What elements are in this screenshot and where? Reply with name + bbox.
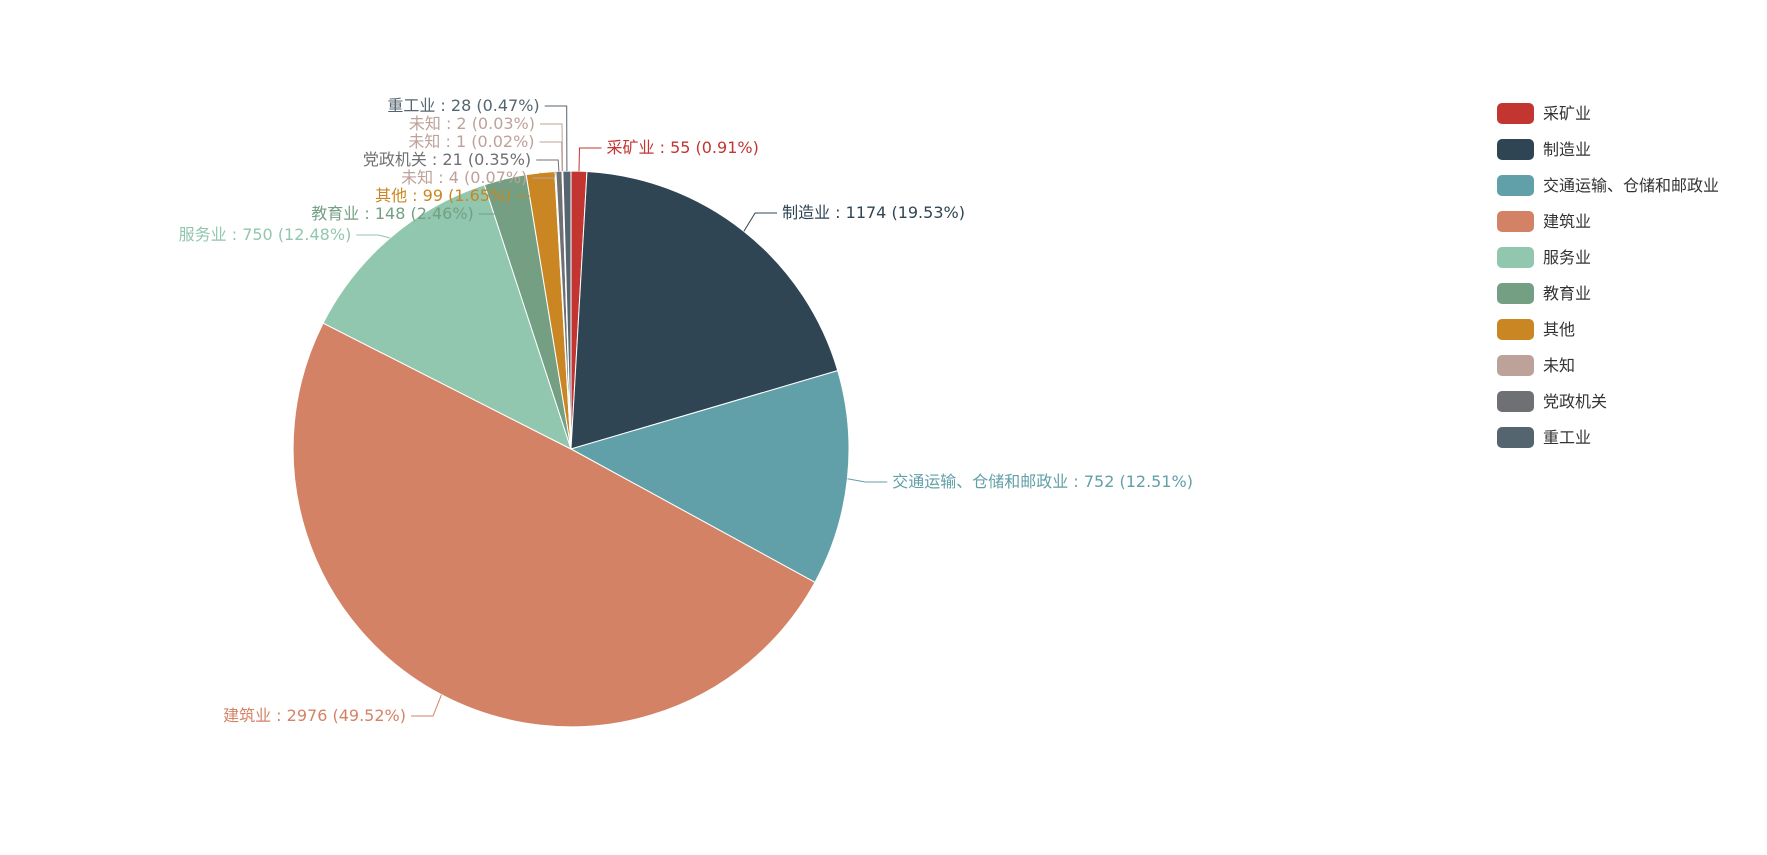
legend-item[interactable]: 制造业 <box>1497 139 1591 160</box>
slice-label: 教育业 : 148 (2.46%) <box>311 204 474 223</box>
legend-item[interactable]: 建筑业 <box>1497 211 1591 232</box>
pie-slice[interactable] <box>562 170 572 450</box>
pie-slice[interactable] <box>292 322 816 728</box>
legend-label: 建筑业 <box>1543 212 1591 231</box>
label-leader-line <box>536 159 560 172</box>
pie-slice[interactable] <box>322 184 572 450</box>
legend-swatch <box>1497 283 1534 304</box>
label-leader-line <box>516 172 541 197</box>
legend-swatch <box>1497 247 1534 268</box>
slice-label: 采矿业 : 55 (0.91%) <box>607 138 759 157</box>
slice-labels: 采矿业 : 55 (0.91%) 制造业 : 1174 (19.53%) 交通运输、… <box>179 96 1193 725</box>
legend-label: 交通运输、仓储和邮政业 <box>1543 176 1719 195</box>
pie-slice[interactable] <box>570 170 839 450</box>
label-leader-line <box>532 171 556 179</box>
slice-label: 未知 : 1 (0.02%) <box>408 132 534 151</box>
label-leader-line <box>411 694 442 717</box>
label-leader-line <box>478 178 506 215</box>
legend-item[interactable]: 党政机关 <box>1497 391 1607 412</box>
label-leader-line <box>540 123 564 172</box>
legend-item[interactable]: 教育业 <box>1497 283 1591 304</box>
label-leader-line <box>578 147 602 172</box>
slice-label: 未知 : 4 (0.07%) <box>401 168 527 187</box>
legend-swatch <box>1497 355 1534 376</box>
legend-swatch <box>1497 319 1534 340</box>
legend-label: 采矿业 <box>1543 104 1591 123</box>
pie-slices <box>292 170 850 728</box>
legend-label: 服务业 <box>1543 248 1591 267</box>
legend-label: 重工业 <box>1543 428 1591 447</box>
legend-item[interactable]: 服务业 <box>1497 247 1591 268</box>
legend-item[interactable]: 其他 <box>1497 319 1575 340</box>
slice-label: 交通运输、仓储和邮政业 : 752 (12.51%) <box>892 472 1193 491</box>
legend-swatch <box>1497 139 1534 160</box>
legend-label: 教育业 <box>1543 284 1591 303</box>
label-leader-line <box>544 105 568 172</box>
legend-swatch <box>1497 427 1534 448</box>
legend-item[interactable]: 未知 <box>1497 355 1575 376</box>
legend-swatch <box>1497 391 1534 412</box>
legend-item[interactable]: 重工业 <box>1497 427 1591 448</box>
slice-label: 服务业 : 750 (12.48%) <box>179 225 352 244</box>
slice-label: 重工业 : 28 (0.47%) <box>387 96 539 115</box>
label-leader-line <box>847 478 888 483</box>
label-leader-line <box>743 212 778 232</box>
slice-label: 未知 : 2 (0.03%) <box>409 114 535 133</box>
slice-label: 党政机关 : 21 (0.35%) <box>363 150 531 169</box>
slice-label: 其他 : 99 (1.65%) <box>375 186 511 205</box>
legend-item[interactable]: 采矿业 <box>1497 103 1591 124</box>
legend-label: 其他 <box>1543 320 1575 339</box>
legend-swatch <box>1497 103 1534 124</box>
legend-label: 制造业 <box>1543 140 1591 159</box>
label-leader-line <box>539 141 563 172</box>
legend-swatch <box>1497 175 1534 196</box>
legend-label: 党政机关 <box>1543 392 1607 411</box>
slice-label: 制造业 : 1174 (19.53%) <box>782 203 965 222</box>
legend-label: 未知 <box>1543 356 1575 375</box>
label-leader-line <box>356 234 391 239</box>
legend-item[interactable]: 交通运输、仓储和邮政业 <box>1497 175 1719 196</box>
slice-label: 建筑业 : 2976 (49.52%) <box>223 706 406 725</box>
legend-swatch <box>1497 211 1534 232</box>
